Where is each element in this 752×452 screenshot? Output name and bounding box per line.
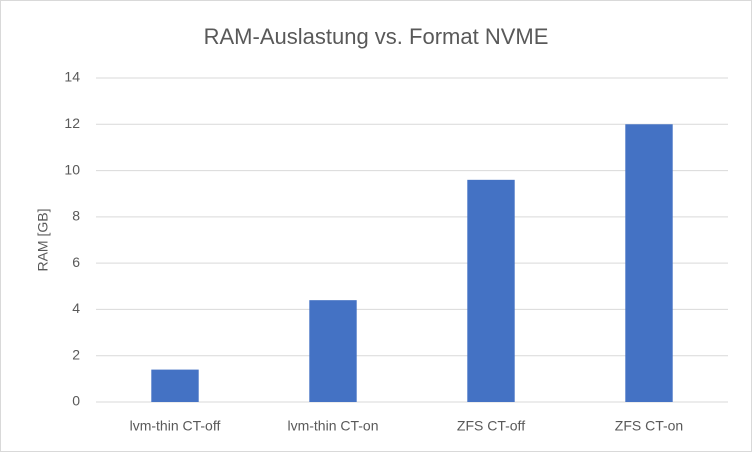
y-axis-label: RAM [GB] [35,208,51,271]
y-tick-label: 14 [64,69,80,85]
y-tick-label: 4 [72,300,80,316]
bar [309,300,357,402]
x-tick-label: lvm-thin CT-off [130,418,221,434]
x-tick-label: ZFS CT-on [615,418,683,434]
y-tick-label: 12 [64,115,80,131]
x-tick-label: lvm-thin CT-on [287,418,378,434]
bar [625,124,673,403]
x-tick-label: ZFS CT-off [457,418,525,434]
chart-title: RAM-Auslastung vs. Format NVME [204,24,549,49]
y-tick-label: 10 [64,161,80,177]
y-tick-label: 8 [72,208,80,224]
y-tick-label: 2 [72,346,80,362]
y-tick-label: 0 [72,393,80,409]
y-tick-label: 6 [72,254,80,270]
bar [467,179,515,402]
bar [151,369,199,402]
